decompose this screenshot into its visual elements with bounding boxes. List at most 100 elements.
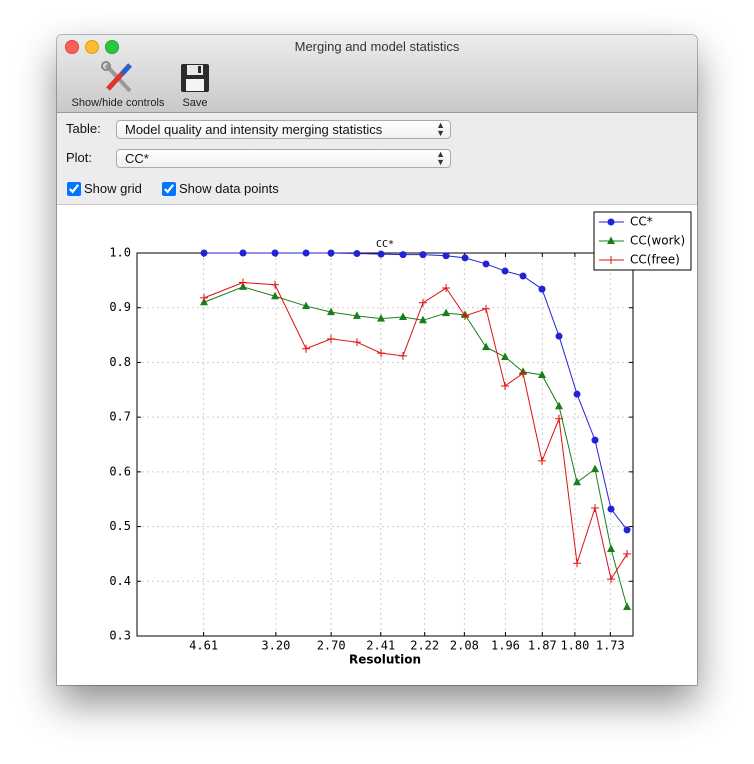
point bbox=[519, 369, 528, 378]
y-tick-label: 0.8 bbox=[109, 355, 131, 369]
point bbox=[538, 285, 546, 293]
point bbox=[501, 267, 509, 275]
y-tick-label: 1.0 bbox=[109, 246, 131, 260]
point bbox=[591, 464, 600, 473]
y-tick-label: 0.6 bbox=[109, 464, 131, 478]
x-tick-label: 3.20 bbox=[261, 639, 290, 653]
minimize-button[interactable] bbox=[85, 40, 99, 54]
grid-checkbox[interactable]: Show grid bbox=[67, 181, 142, 196]
point bbox=[607, 575, 616, 584]
point bbox=[399, 251, 407, 259]
close-button[interactable] bbox=[65, 40, 79, 54]
legend: CC* CC(work) CC(free) bbox=[593, 211, 692, 271]
point bbox=[573, 477, 582, 486]
point bbox=[461, 254, 469, 262]
toolbar-button[interactable]: Show/hide controls bbox=[65, 61, 171, 109]
point bbox=[239, 278, 248, 287]
x-tick-label: 1.87 bbox=[528, 639, 557, 653]
point bbox=[591, 436, 599, 444]
x-tick-label: 2.70 bbox=[317, 639, 346, 653]
plot-frame bbox=[136, 252, 634, 637]
point bbox=[607, 505, 615, 513]
select-value: Model quality and intensity merging stat… bbox=[125, 122, 383, 137]
chart: CC* 1.0 0.9 0.8 0.7 0.6 0.5 0.4 0.3 4.61 3.20 2.70 2… bbox=[109, 211, 692, 667]
legend-label: CC* bbox=[630, 215, 653, 229]
select-arrow: ▲ ▼ bbox=[436, 120, 445, 138]
y-tick-label: 0.4 bbox=[109, 574, 131, 588]
x-tick-label: 2.41 bbox=[366, 639, 395, 653]
point bbox=[573, 559, 582, 568]
point bbox=[501, 381, 510, 390]
x-tick-label: 1.80 bbox=[560, 639, 589, 653]
point bbox=[327, 249, 335, 257]
save-icon bbox=[181, 64, 209, 92]
point bbox=[442, 252, 450, 260]
checkbox[interactable] bbox=[162, 181, 176, 196]
point bbox=[538, 456, 547, 465]
x-tick-label: 1.96 bbox=[491, 639, 520, 653]
point bbox=[501, 352, 510, 360]
toolbar-label: Show/hide controls bbox=[71, 97, 165, 109]
series-line bbox=[204, 252, 628, 531]
y-tick-label: 0.7 bbox=[109, 410, 131, 424]
x-tick-label: 1.73 bbox=[596, 639, 625, 653]
point bbox=[302, 344, 311, 353]
point bbox=[419, 251, 427, 259]
point bbox=[200, 249, 208, 257]
point bbox=[327, 334, 336, 343]
zoom-button[interactable] bbox=[105, 40, 119, 54]
point bbox=[442, 308, 451, 317]
table-select[interactable]: Model quality and intensity merging stat… bbox=[116, 120, 451, 139]
plot-label: Plot: bbox=[66, 150, 93, 165]
point bbox=[591, 503, 600, 512]
point bbox=[200, 293, 209, 302]
point bbox=[482, 342, 491, 351]
point bbox=[461, 311, 470, 320]
point bbox=[352, 338, 361, 347]
point bbox=[555, 332, 563, 340]
plot-select[interactable]: CC* ▲ ▼ bbox=[116, 149, 451, 168]
point bbox=[623, 526, 631, 534]
point bbox=[271, 291, 280, 300]
point bbox=[519, 272, 527, 280]
x-tick-label: 2.22 bbox=[410, 639, 439, 653]
tools-icon bbox=[101, 61, 132, 93]
x-axis-label: Resolution bbox=[349, 653, 421, 667]
chart-title: CC* bbox=[376, 239, 394, 250]
toolbar-button[interactable]: Save bbox=[175, 61, 215, 109]
x-tick-label: 4.61 bbox=[189, 639, 218, 653]
point bbox=[327, 307, 336, 316]
point bbox=[607, 544, 616, 553]
point bbox=[398, 312, 407, 321]
point bbox=[239, 249, 247, 257]
point bbox=[353, 250, 361, 258]
checkbox[interactable] bbox=[67, 181, 81, 196]
title-toolbar: Merging and model statistics Show/hide c… bbox=[57, 35, 697, 113]
point bbox=[302, 301, 311, 310]
point bbox=[418, 298, 427, 307]
controls-panel: Table: Model quality and intensity mergi… bbox=[57, 113, 697, 205]
window-title: Merging and model statistics bbox=[294, 39, 460, 54]
legend-marker bbox=[607, 256, 615, 264]
legend-label: CC(free) bbox=[630, 253, 680, 267]
point bbox=[623, 602, 632, 611]
point bbox=[573, 390, 581, 398]
select-arrow: ▲ ▼ bbox=[436, 149, 445, 167]
point bbox=[398, 351, 407, 360]
series-line bbox=[203, 286, 628, 608]
point bbox=[377, 314, 386, 322]
select-value: CC* bbox=[125, 151, 149, 166]
point bbox=[377, 349, 386, 358]
point bbox=[482, 260, 490, 268]
point bbox=[271, 249, 279, 257]
point bbox=[271, 280, 280, 289]
points-checkbox[interactable]: Show data points bbox=[162, 181, 279, 196]
x-tick-label: 2.08 bbox=[450, 639, 479, 653]
checkbox-label: Show grid bbox=[84, 181, 142, 196]
legend-label: CC(work) bbox=[630, 234, 685, 248]
point bbox=[442, 284, 451, 293]
legend-marker bbox=[607, 218, 615, 226]
checkbox-label: Show data points bbox=[179, 181, 279, 196]
point bbox=[352, 311, 361, 319]
